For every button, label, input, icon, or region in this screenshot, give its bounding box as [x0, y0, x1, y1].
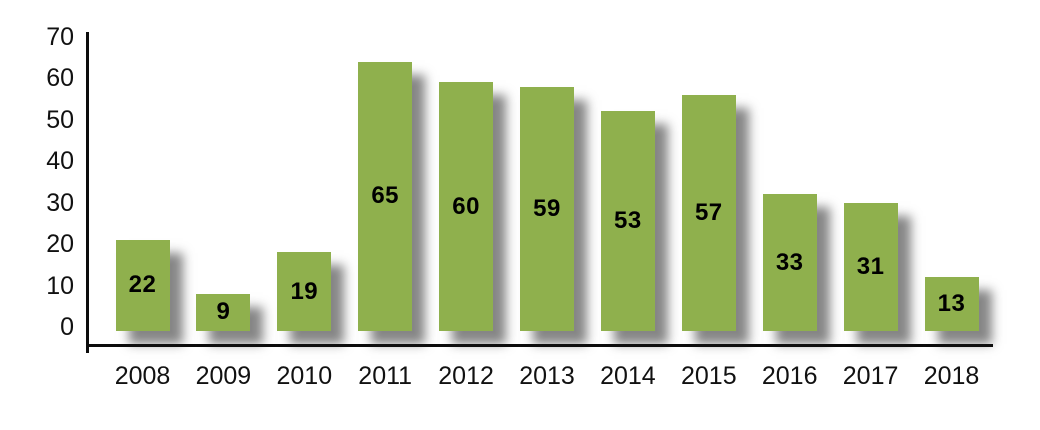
y-tick-label-0: 0	[60, 313, 74, 341]
y-axis-line	[86, 32, 89, 353]
x-tick-label-2010: 2010	[276, 362, 333, 390]
bar-value-label-2013: 59	[533, 194, 561, 222]
bar-2016: 33	[762, 194, 817, 331]
x-tick-label-2009: 2009	[195, 362, 252, 390]
x-tick-label-2014: 2014	[600, 362, 656, 390]
bar-2014: 53	[600, 111, 655, 331]
bar-2008: 22	[115, 239, 170, 331]
bar-value-label-2014: 53	[614, 207, 642, 235]
x-tick-label-2016: 2016	[761, 362, 818, 390]
bar-2015: 57	[681, 94, 736, 331]
x-tick-label-2017: 2017	[842, 362, 899, 390]
bar-2017: 31	[843, 202, 898, 331]
x-tick-label-2011: 2011	[358, 362, 413, 390]
bar-value-label-2010: 19	[290, 277, 319, 305]
y-tick-label-30: 30	[46, 188, 74, 217]
x-tick-label-2018: 2018	[923, 362, 980, 390]
bar-value-label-2012: 60	[452, 192, 480, 220]
bar-value-label-2017: 31	[856, 252, 885, 280]
bar-2011: 65	[358, 61, 413, 331]
bar-2010: 19	[277, 252, 332, 331]
y-tick-label-60: 60	[46, 64, 74, 93]
bar-value-label-2011: 65	[371, 182, 400, 210]
y-tick-label-20: 20	[46, 230, 74, 259]
x-tick-label-2012: 2012	[438, 362, 494, 390]
bar-value-label-2009: 9	[216, 298, 231, 326]
bar-value-label-2016: 33	[775, 248, 804, 276]
y-tick-label-40: 40	[46, 147, 74, 176]
bar-2012: 60	[439, 82, 494, 331]
x-tick-label-2008: 2008	[114, 362, 171, 390]
bar-value-label-2008: 22	[128, 271, 157, 299]
bar-2018: 13	[924, 277, 979, 331]
x-tick-label-2013: 2013	[519, 362, 575, 390]
bar-2009: 9	[196, 293, 251, 331]
bar-value-label-2018: 13	[937, 290, 966, 318]
y-tick-label-50: 50	[46, 105, 74, 134]
y-tick-label-70: 70	[46, 23, 74, 51]
y-tick-label-10: 10	[46, 271, 74, 300]
x-tick-label-2015: 2015	[680, 362, 737, 390]
x-axis-line	[86, 344, 993, 347]
bar-2013: 59	[520, 86, 574, 331]
bar-value-label-2015: 57	[694, 198, 723, 226]
